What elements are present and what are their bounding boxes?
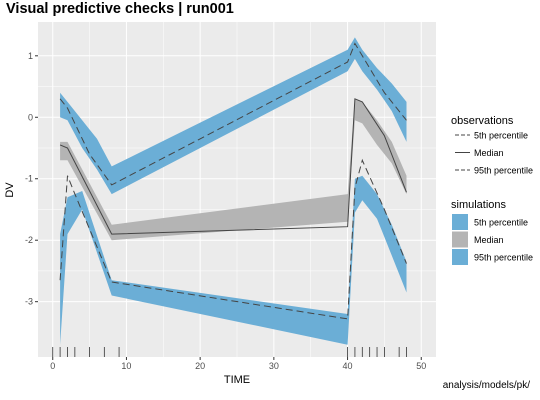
x-tick-label: 20 — [195, 361, 205, 371]
obs-line-95th-percentile — [59, 42, 407, 186]
sim-band-median — [60, 98, 407, 241]
legend-sim-label-5th-percentile: 5th percentile — [474, 218, 528, 228]
obs-line-5th-percentile — [59, 158, 407, 320]
x-tick-label: 10 — [121, 361, 131, 371]
legend-simulations-title: simulations — [451, 199, 507, 211]
y-tick-label: -2 — [25, 235, 33, 245]
y-tick-label: 0 — [28, 112, 33, 122]
legend-sim-key-95th-percentile — [452, 249, 468, 265]
chart-title: Visual predictive checks | run001 — [6, 1, 234, 17]
observation-lines — [59, 42, 407, 320]
caption: analysis/models/pk/ — [442, 380, 530, 391]
x-tick-label: 30 — [269, 361, 279, 371]
legend-sim-label-median: Median — [474, 235, 504, 245]
x-tick-label: 0 — [50, 361, 55, 371]
legend-obs-label-95th-percentile: 95th percentile — [474, 166, 533, 176]
x-tick-label: 40 — [343, 361, 353, 371]
legend-sim-label-95th-percentile: 95th percentile — [474, 253, 533, 263]
legend-obs-label-median: Median — [474, 148, 504, 158]
x-tick-label: 50 — [416, 361, 426, 371]
y-tick-label: -1 — [25, 174, 33, 184]
sim-band-5th-percentile — [60, 175, 407, 345]
observation-time-rug — [52, 347, 407, 357]
legend-observations-title: observations — [451, 115, 514, 127]
legend-sim-key-median — [452, 231, 468, 248]
y-tick-label: -3 — [25, 297, 33, 307]
legend-obs-label-5th-percentile: 5th percentile — [474, 131, 528, 141]
y-axis-label: DV — [4, 182, 16, 198]
obs-line-median — [59, 98, 407, 235]
y-tick-label: 1 — [28, 51, 33, 61]
legend: observations 5th percentile Median 95th pe… — [451, 115, 533, 265]
x-axis-label: TIME — [224, 374, 250, 386]
legend-sim-key-5th-percentile — [452, 214, 468, 230]
